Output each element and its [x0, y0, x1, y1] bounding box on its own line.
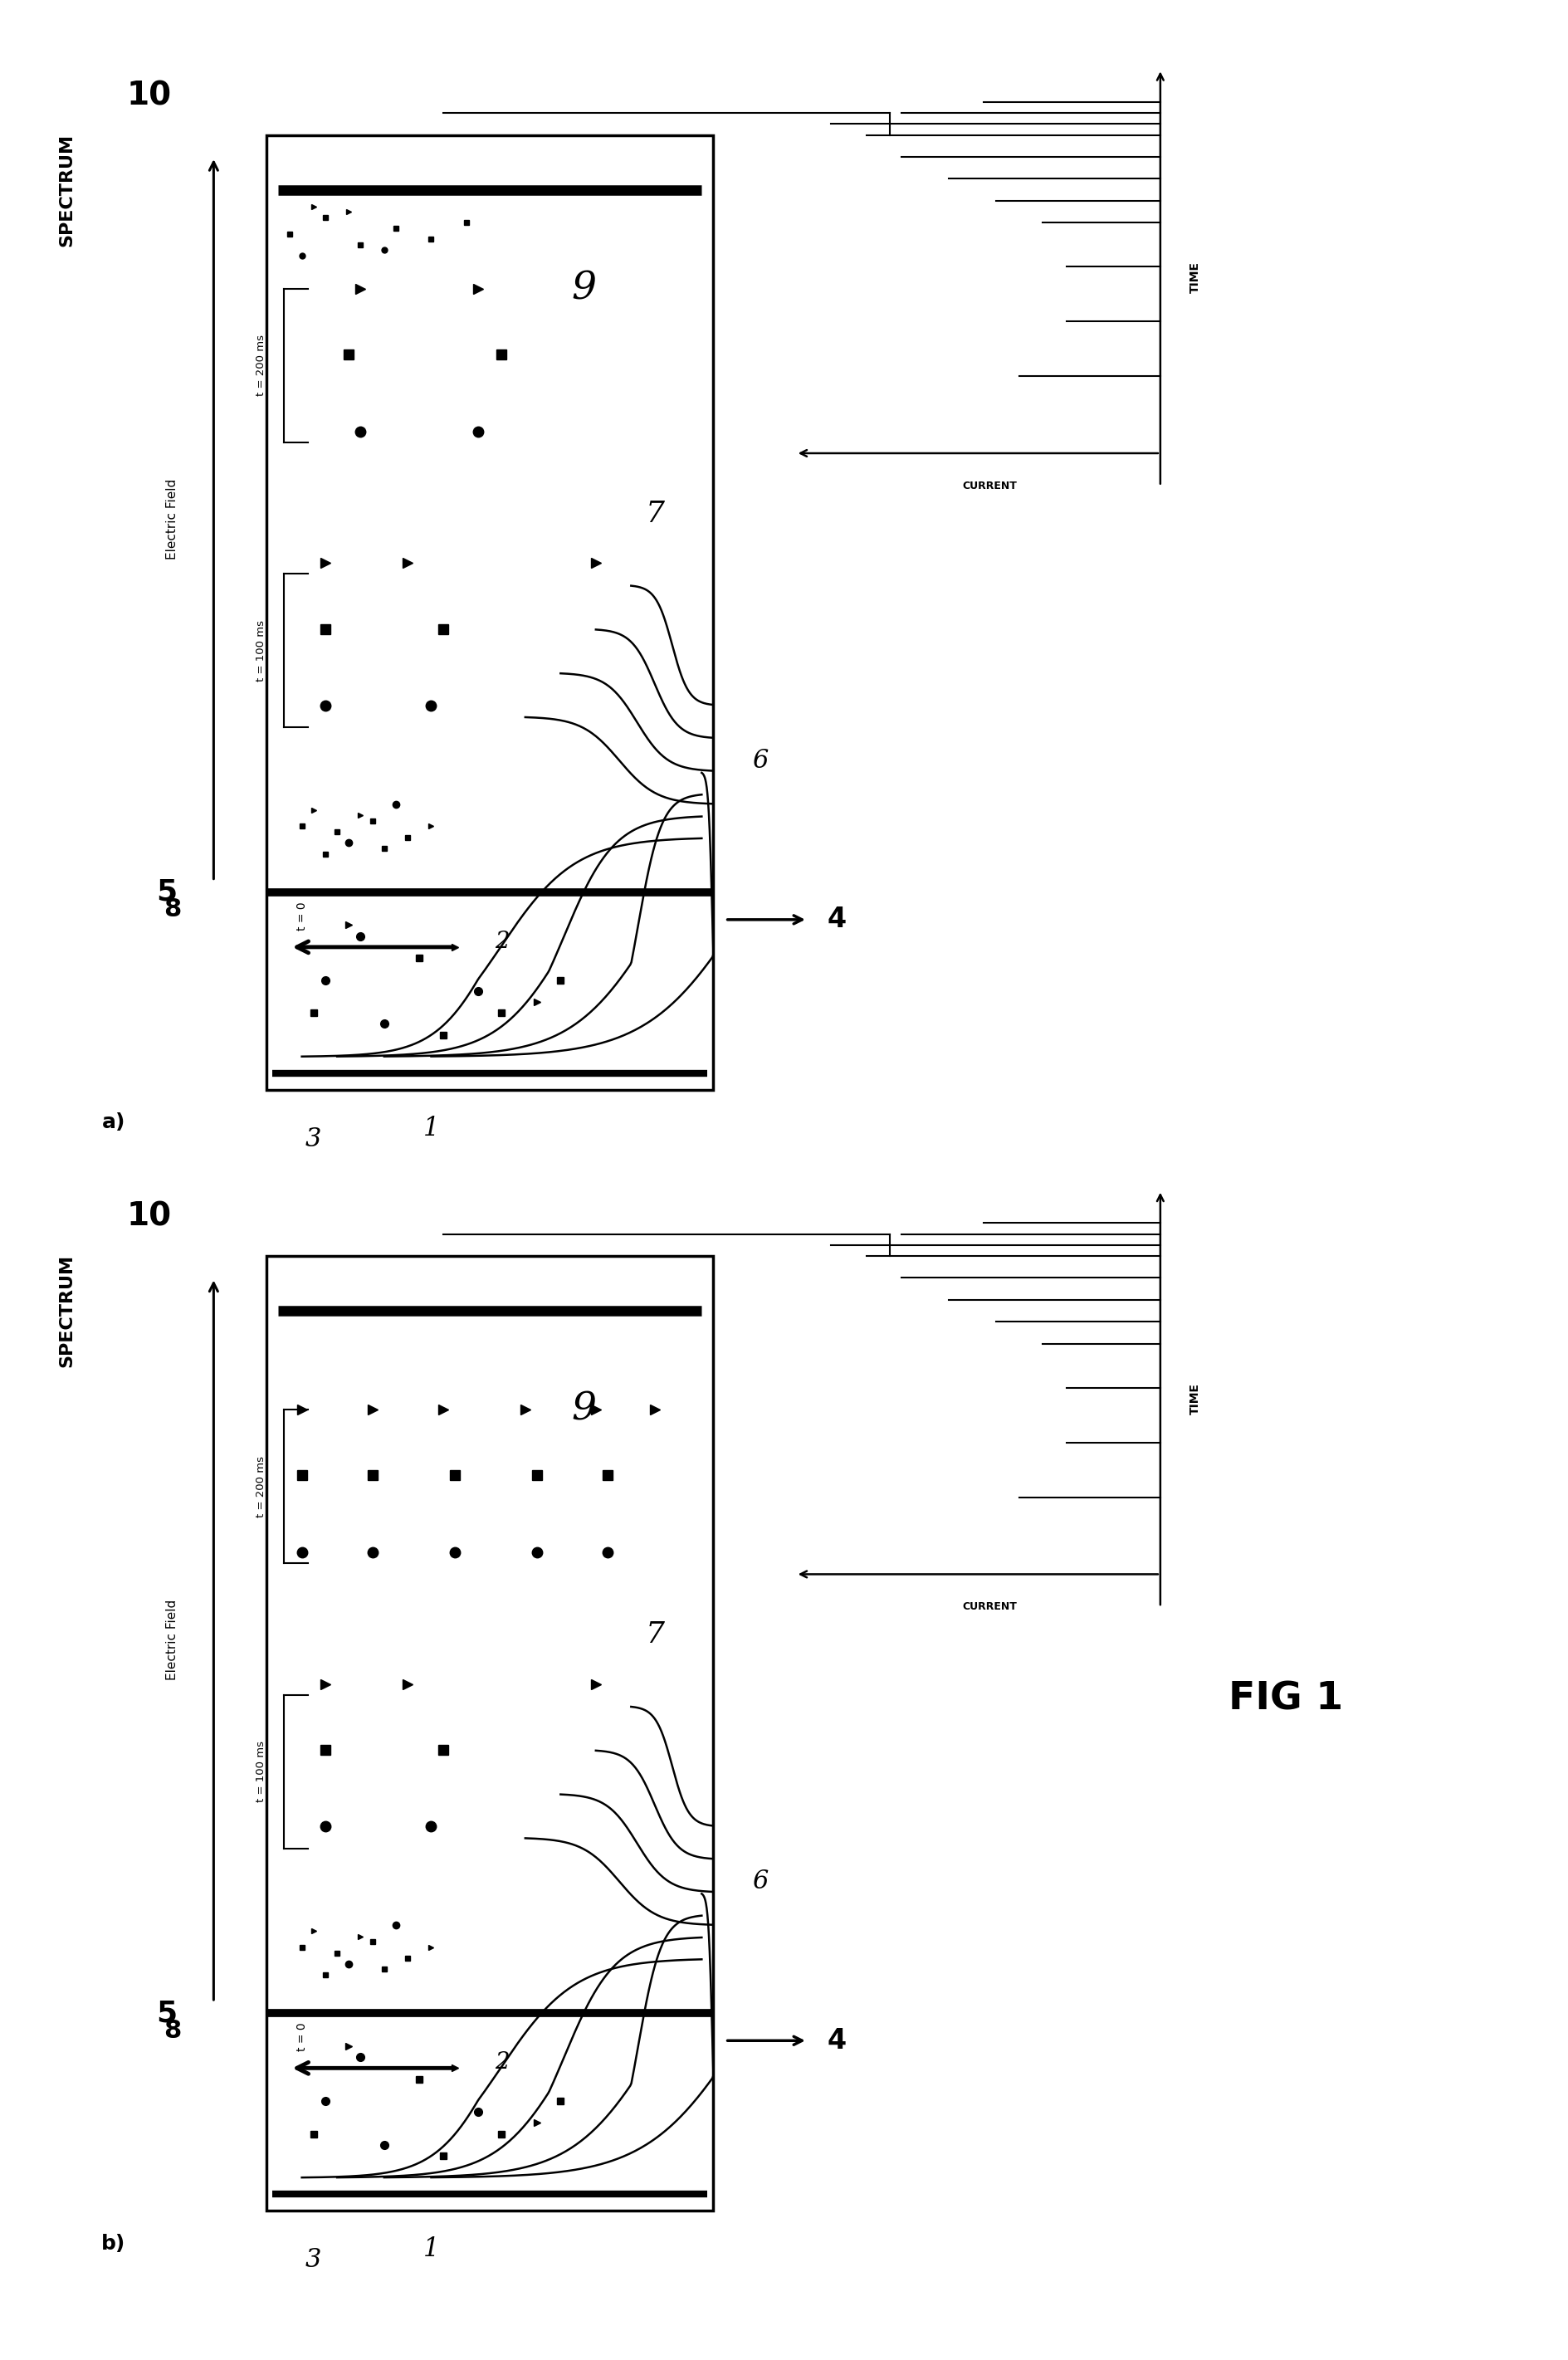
Text: TIME: TIME: [1190, 262, 1201, 293]
Text: 5: 5: [157, 1999, 177, 2027]
Text: 1: 1: [423, 1116, 439, 1140]
Text: 10: 10: [127, 80, 171, 111]
Text: 9: 9: [572, 1390, 596, 1428]
Text: 6: 6: [753, 1869, 768, 1895]
Text: Electric Field: Electric Field: [166, 479, 179, 559]
Text: Electric Field: Electric Field: [166, 1600, 179, 1680]
Text: 1: 1: [423, 2237, 439, 2261]
Text: t = 0: t = 0: [296, 902, 307, 930]
Text: 9: 9: [572, 269, 596, 307]
Text: b): b): [102, 2233, 125, 2254]
Text: 3: 3: [306, 1126, 321, 1152]
Text: SPECTRUM: SPECTRUM: [58, 1256, 75, 1366]
Text: 2: 2: [494, 2051, 510, 2074]
Text: 10: 10: [127, 1201, 171, 1232]
Text: 4: 4: [828, 2027, 847, 2053]
Text: t = 200 ms: t = 200 ms: [256, 335, 267, 396]
Text: t = 200 ms: t = 200 ms: [256, 1456, 267, 1517]
Text: t = 100 ms: t = 100 ms: [256, 621, 267, 682]
Text: 7: 7: [644, 500, 665, 529]
Text: 8: 8: [163, 2018, 182, 2044]
Text: t = 0: t = 0: [296, 2023, 307, 2051]
Text: 3: 3: [306, 2247, 321, 2273]
Text: 6: 6: [753, 748, 768, 774]
Text: a): a): [102, 1112, 125, 1133]
Text: 8: 8: [163, 897, 182, 923]
Text: CURRENT: CURRENT: [963, 481, 1018, 491]
Text: 5: 5: [157, 878, 177, 906]
Text: FIG 1: FIG 1: [1228, 1680, 1344, 1718]
Text: 4: 4: [828, 906, 847, 932]
Text: t = 100 ms: t = 100 ms: [256, 1742, 267, 1803]
Text: SPECTRUM: SPECTRUM: [58, 135, 75, 245]
Text: TIME: TIME: [1190, 1383, 1201, 1414]
Text: 2: 2: [494, 930, 510, 953]
Text: CURRENT: CURRENT: [963, 1602, 1018, 1612]
Text: 7: 7: [644, 1621, 665, 1650]
